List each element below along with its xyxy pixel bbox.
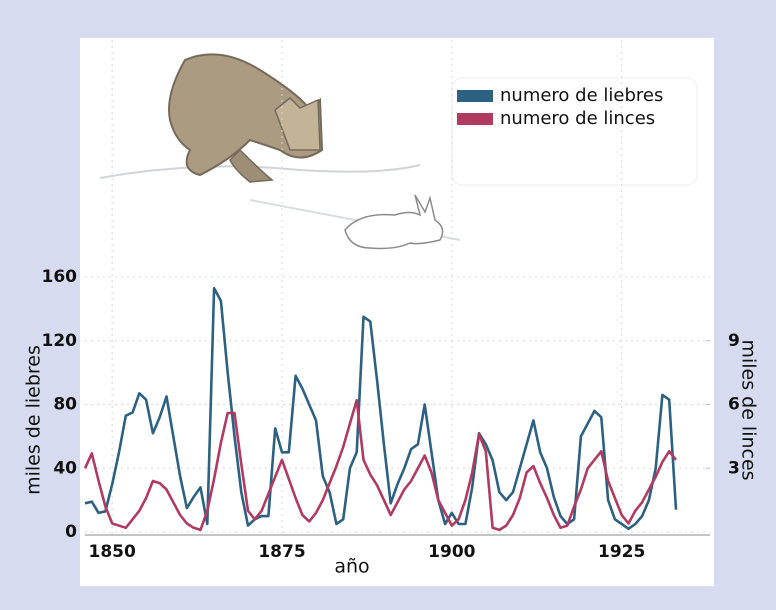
data-line (83, 399, 678, 532)
x-tick-label: 1850 (89, 542, 136, 562)
y2-tick-label: 6 (728, 395, 740, 415)
y2-tick-label: 3 (728, 458, 740, 478)
x-tick-label: 1925 (598, 542, 645, 562)
illustration (99, 53, 461, 250)
x-axis-label: año (334, 556, 369, 578)
y-axis-label: miles de liebres (23, 345, 45, 495)
y2-axis-label: miles de linces (738, 339, 760, 480)
y-tick-label: 120 (42, 331, 78, 351)
legend-swatch (457, 113, 493, 125)
y2-tick-label: 9 (728, 331, 740, 351)
legend-label: numero de liebres (500, 85, 663, 106)
y-tick-label: 40 (53, 458, 77, 478)
y-tick-label: 0 (65, 522, 77, 542)
y-tick-label: 160 (42, 267, 78, 287)
y-tick-label: 80 (53, 395, 77, 415)
legend-swatch (457, 90, 493, 102)
data-line (84, 286, 678, 531)
legend-label: numero de linces (500, 108, 655, 129)
marks (83, 286, 678, 532)
grid (85, 40, 710, 536)
x-tick-label: 1875 (258, 542, 305, 562)
x-tick-label: 1900 (428, 542, 475, 562)
